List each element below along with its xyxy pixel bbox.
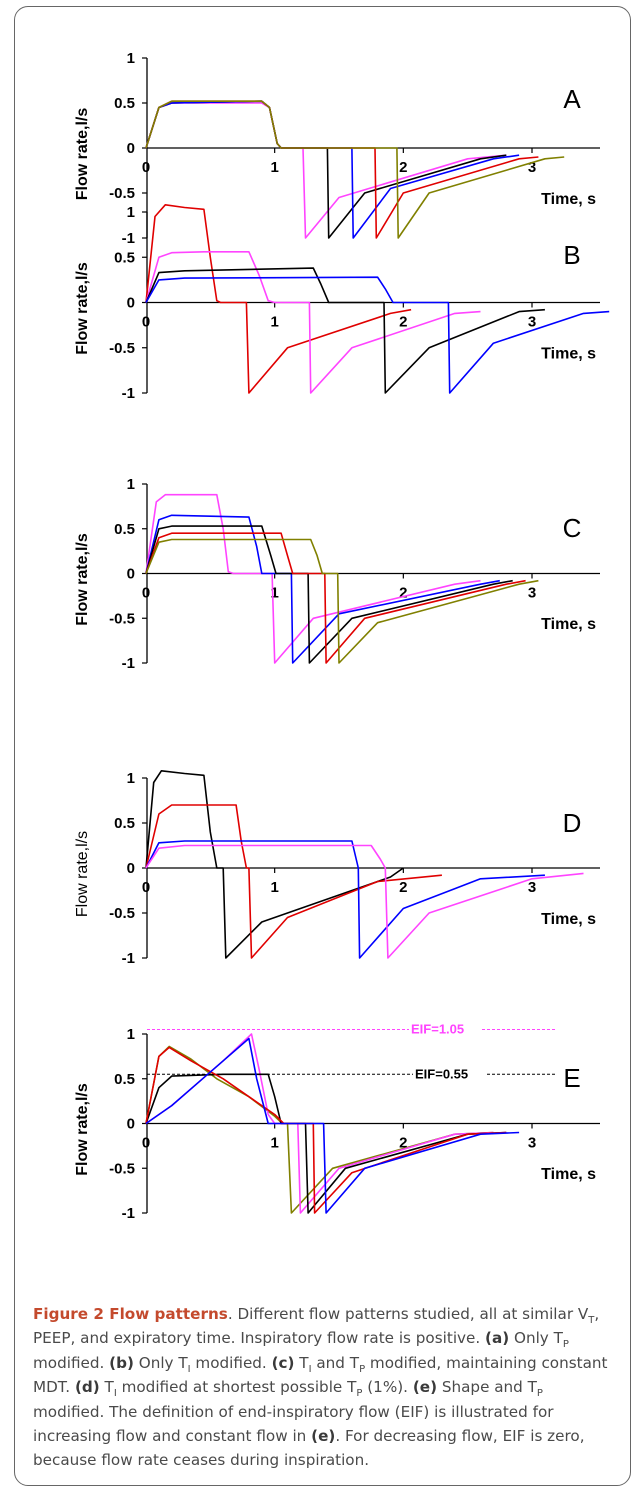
y-axis-label-e: Flow rate,l/s xyxy=(74,1083,91,1176)
series-line-a-3 xyxy=(145,100,520,239)
figure-caption: Figure 2 Flow patterns. Different flow p… xyxy=(33,1305,608,1470)
y-tick-label-e: 1 xyxy=(127,1026,135,1043)
x-tick-label-b: 3 xyxy=(528,314,536,331)
x-tick-label-b: 0 xyxy=(142,314,150,331)
series-line-b-4 xyxy=(145,276,610,394)
y-axis-label-a: Flow rate,l/s xyxy=(74,108,91,201)
y-tick-label-b: -1 xyxy=(122,385,135,402)
y-tick-label-c: -1 xyxy=(122,655,135,672)
y-tick-label-a: 0.5 xyxy=(114,95,135,112)
series-line-a-5 xyxy=(145,100,565,239)
x-tick-label-c: 3 xyxy=(528,585,536,602)
y-tick-label-c: 0.5 xyxy=(114,521,135,538)
series-line-a-2 xyxy=(145,100,507,239)
x-axis-label-a: Time, s xyxy=(541,191,596,208)
panel-label-e: E xyxy=(563,1063,580,1093)
series-line-e-4 xyxy=(145,1046,507,1214)
x-axis-label-c: Time, s xyxy=(541,616,596,633)
x-tick-label-c: 0 xyxy=(142,585,150,602)
series-line-b-3 xyxy=(145,267,545,394)
y-axis-label-b: Flow rate,l/s xyxy=(74,262,91,355)
y-tick-label-c: 1 xyxy=(127,476,135,493)
eif-label-bg-1 xyxy=(409,1019,481,1035)
y-tick-label-a: 0 xyxy=(127,140,135,157)
x-tick-label-a: 2 xyxy=(399,159,407,176)
y-tick-label-a: -1 xyxy=(122,230,135,247)
x-tick-label-d: 3 xyxy=(528,879,536,896)
series-line-e-1 xyxy=(145,1045,494,1214)
series-line-e-5 xyxy=(145,1037,520,1214)
panel-b: 1 0.5 0 -0.5 -1 0 1 2 3 Time, s Flow rate,l/s B xyxy=(74,204,610,402)
panel-label-a: A xyxy=(563,84,581,114)
caption-title: Figure 2 Flow patterns xyxy=(33,1305,228,1323)
flow-pattern-figure: 1 0.5 0 -0.5 -1 0 1 2 3 Time, s Flow rate,l/s A 1 0.5… xyxy=(74,50,610,1222)
y-tick-label-c: 0 xyxy=(127,566,135,583)
panel-label-c: C xyxy=(563,513,582,543)
y-tick-label-e: 0.5 xyxy=(114,1071,135,1088)
series-line-c-1 xyxy=(145,493,481,664)
x-tick-label-e: 1 xyxy=(270,1135,278,1152)
y-tick-label-d: 0 xyxy=(127,860,135,877)
y-tick-label-a: -0.5 xyxy=(109,185,135,202)
y-tick-label-b: -0.5 xyxy=(109,340,135,357)
y-tick-label-d: -1 xyxy=(122,950,135,967)
x-tick-label-b: 2 xyxy=(399,314,407,331)
y-tick-label-e: 0 xyxy=(127,1116,135,1133)
y-tick-label-b: 0 xyxy=(127,295,135,312)
panel-label-d: D xyxy=(563,808,582,838)
y-tick-label-e: -1 xyxy=(122,1205,135,1222)
panel-e: 1 0.5 0 -0.5 -1 0 1 2 3 Time, s Flow rate,l/s E EIF=… xyxy=(74,1019,600,1222)
series-line-c-3 xyxy=(145,525,513,664)
x-tick-label-d: 2 xyxy=(399,879,407,896)
series-line-d-2 xyxy=(145,804,442,959)
series-line-e-3 xyxy=(145,1073,507,1214)
y-tick-label-c: -0.5 xyxy=(109,610,135,627)
series-line-c-5 xyxy=(145,538,539,664)
x-tick-label-e: 3 xyxy=(528,1135,536,1152)
y-tick-label-d: -0.5 xyxy=(109,905,135,922)
eif-label-bg-2 xyxy=(413,1064,485,1080)
figure-frame xyxy=(14,6,631,1486)
series-line-b-1 xyxy=(145,204,412,394)
x-tick-label-b: 1 xyxy=(270,314,278,331)
series-line-c-2 xyxy=(145,514,500,664)
panel-c: 1 0.5 0 -0.5 -1 0 1 2 3 Time, s Flow rate,l/s C xyxy=(74,476,600,672)
y-axis-label-c: Flow rate,l/s xyxy=(74,533,91,626)
x-axis-label-e: Time, s xyxy=(541,1166,596,1183)
x-tick-label-e: 0 xyxy=(142,1135,150,1152)
x-tick-label-d: 0 xyxy=(142,879,150,896)
panel-d: 1 0.5 0 -0.5 -1 0 1 2 3 Time, s Flow rate,l/s D xyxy=(74,769,600,967)
x-tick-label-e: 2 xyxy=(399,1135,407,1152)
y-tick-label-e: -0.5 xyxy=(109,1160,135,1177)
series-line-b-2 xyxy=(145,251,481,394)
y-tick-label-b: 0.5 xyxy=(114,249,135,266)
series-line-d-1 xyxy=(145,769,404,959)
panel-label-b: B xyxy=(563,240,580,270)
y-tick-label-a: 1 xyxy=(127,50,135,67)
panel-a: 1 0.5 0 -0.5 -1 0 1 2 3 Time, s Flow rate,l/s A xyxy=(74,50,600,247)
x-tick-label-c: 2 xyxy=(399,585,407,602)
series-line-d-3 xyxy=(145,840,545,959)
series-line-c-4 xyxy=(145,532,526,664)
x-tick-label-c: 1 xyxy=(270,585,278,602)
y-tick-label-d: 1 xyxy=(127,770,135,787)
eif-label-1: EIF=1.05 xyxy=(411,1022,464,1037)
y-tick-label-b: 1 xyxy=(127,204,135,221)
x-axis-label-d: Time, s xyxy=(541,911,596,928)
x-tick-label-a: 0 xyxy=(142,159,150,176)
x-tick-label-d: 1 xyxy=(270,879,278,896)
x-tick-label-a: 3 xyxy=(528,159,536,176)
eif-label-2: EIF=0.55 xyxy=(415,1066,468,1081)
x-axis-label-b: Time, s xyxy=(541,346,596,363)
y-axis-label-d: Flow rate,l/s xyxy=(74,831,91,917)
y-tick-label-d: 0.5 xyxy=(114,815,135,832)
series-line-d-4 xyxy=(145,844,584,959)
x-tick-label-a: 1 xyxy=(270,159,278,176)
